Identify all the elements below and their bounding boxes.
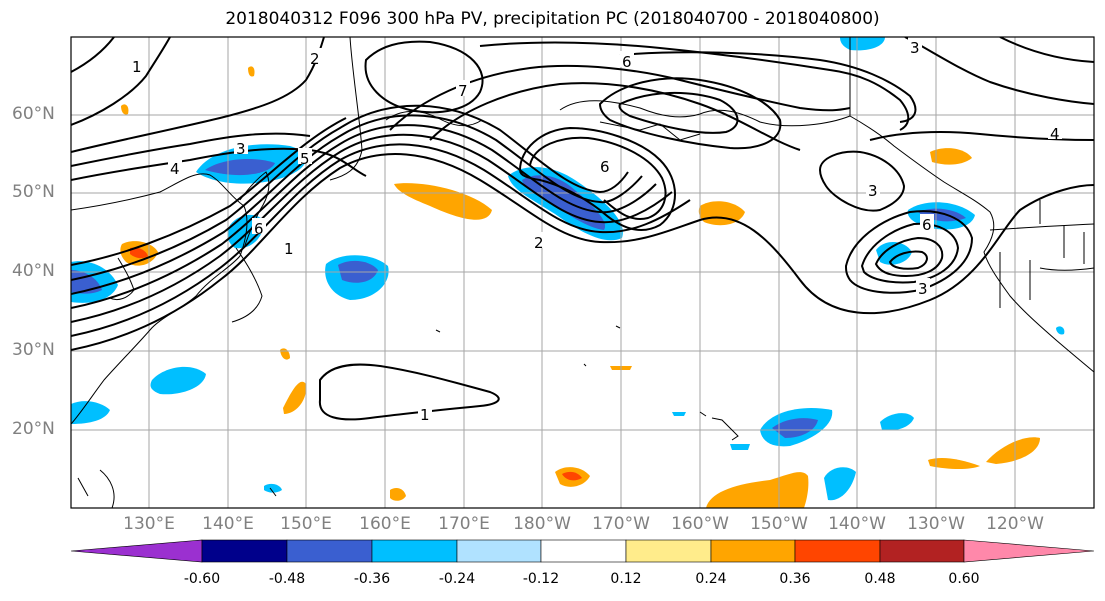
- lon-label-160w: 160°W: [671, 514, 729, 534]
- lat-label-60n: 60°N: [12, 104, 55, 124]
- lon-label-120w: 120°W: [986, 514, 1044, 534]
- contour-label-group: 1 3 3 4 4 3 5 6 6 6 7 2 1 2: [130, 37, 1062, 424]
- colorbar-swatch: [625, 539, 712, 563]
- colorbar-swatch: [540, 539, 627, 563]
- lon-label-170w: 170°W: [592, 514, 650, 534]
- lat-label-50n: 50°N: [12, 182, 55, 202]
- colorbar-swatch: [201, 539, 288, 563]
- contour-label: 6: [254, 220, 264, 238]
- colorbar-swatch: [794, 539, 881, 563]
- contour-label: 3: [918, 280, 928, 298]
- lat-label-20n: 20°N: [12, 419, 55, 439]
- lon-label-160e: 160°E: [359, 514, 411, 534]
- colorbar-tick-label: -0.24: [438, 571, 476, 587]
- lat-label-30n: 30°N: [12, 340, 55, 360]
- lon-label-130e: 130°E: [123, 514, 175, 534]
- colorbar-tick-label: 0.36: [779, 571, 811, 587]
- colorbar-swatch: [371, 539, 458, 563]
- lon-label-170e: 170°E: [438, 514, 490, 534]
- colorbar-tick-label: -0.36: [353, 571, 391, 587]
- contour-label: 3: [910, 39, 920, 57]
- colorbar-swatch: [456, 539, 542, 563]
- contour-label: 2: [310, 50, 320, 68]
- colorbar-swatch: [963, 539, 1095, 563]
- colorbar-tick-label: -0.12: [522, 571, 560, 587]
- contour-label: 6: [922, 216, 932, 234]
- colorbar: [70, 539, 1095, 563]
- contour-label: 6: [622, 53, 632, 71]
- colorbar-swatch: [70, 539, 203, 563]
- colorbar-tick-label: 0.12: [610, 571, 642, 587]
- colorbar-tick-label: 0.24: [695, 571, 727, 587]
- lon-label-140w: 140°W: [828, 514, 886, 534]
- contour-label: 1: [284, 240, 294, 258]
- colorbar-swatch: [879, 539, 965, 563]
- contour-label: 4: [170, 160, 180, 178]
- colorbar-tick-label: 0.48: [864, 571, 896, 587]
- contour-label: 4: [1050, 125, 1060, 143]
- contour-label: 7: [458, 82, 468, 100]
- contour-label: 2: [534, 234, 544, 252]
- colorbar-swatch: [710, 539, 796, 563]
- contour-label: 1: [420, 406, 430, 424]
- gridlines: [71, 37, 1094, 508]
- lat-label-40n: 40°N: [12, 261, 55, 281]
- coastlines: [71, 37, 1094, 508]
- contour-label: 1: [132, 58, 142, 76]
- map-frame: [70, 36, 1095, 509]
- lon-label-180w: 180°W: [513, 514, 571, 534]
- lon-label-130w: 130°W: [907, 514, 965, 534]
- contour-label: 6: [600, 158, 610, 176]
- colorbar-tick-label: -0.48: [268, 571, 306, 587]
- map-title: 2018040312 F096 300 hPa PV, precipitatio…: [225, 9, 880, 29]
- lon-label-150w: 150°W: [750, 514, 808, 534]
- colorbar-swatch: [286, 539, 373, 563]
- colorbar-tick-label: 0.60: [948, 571, 980, 587]
- contour-label: 3: [236, 140, 246, 158]
- lon-label-140e: 140°E: [202, 514, 254, 534]
- colorbar-tick-label: -0.60: [183, 571, 221, 587]
- pv-contours: [71, 37, 1094, 421]
- contour-label: 3: [868, 182, 878, 200]
- contour-label: 5: [300, 150, 310, 168]
- lon-label-150e: 150°E: [280, 514, 332, 534]
